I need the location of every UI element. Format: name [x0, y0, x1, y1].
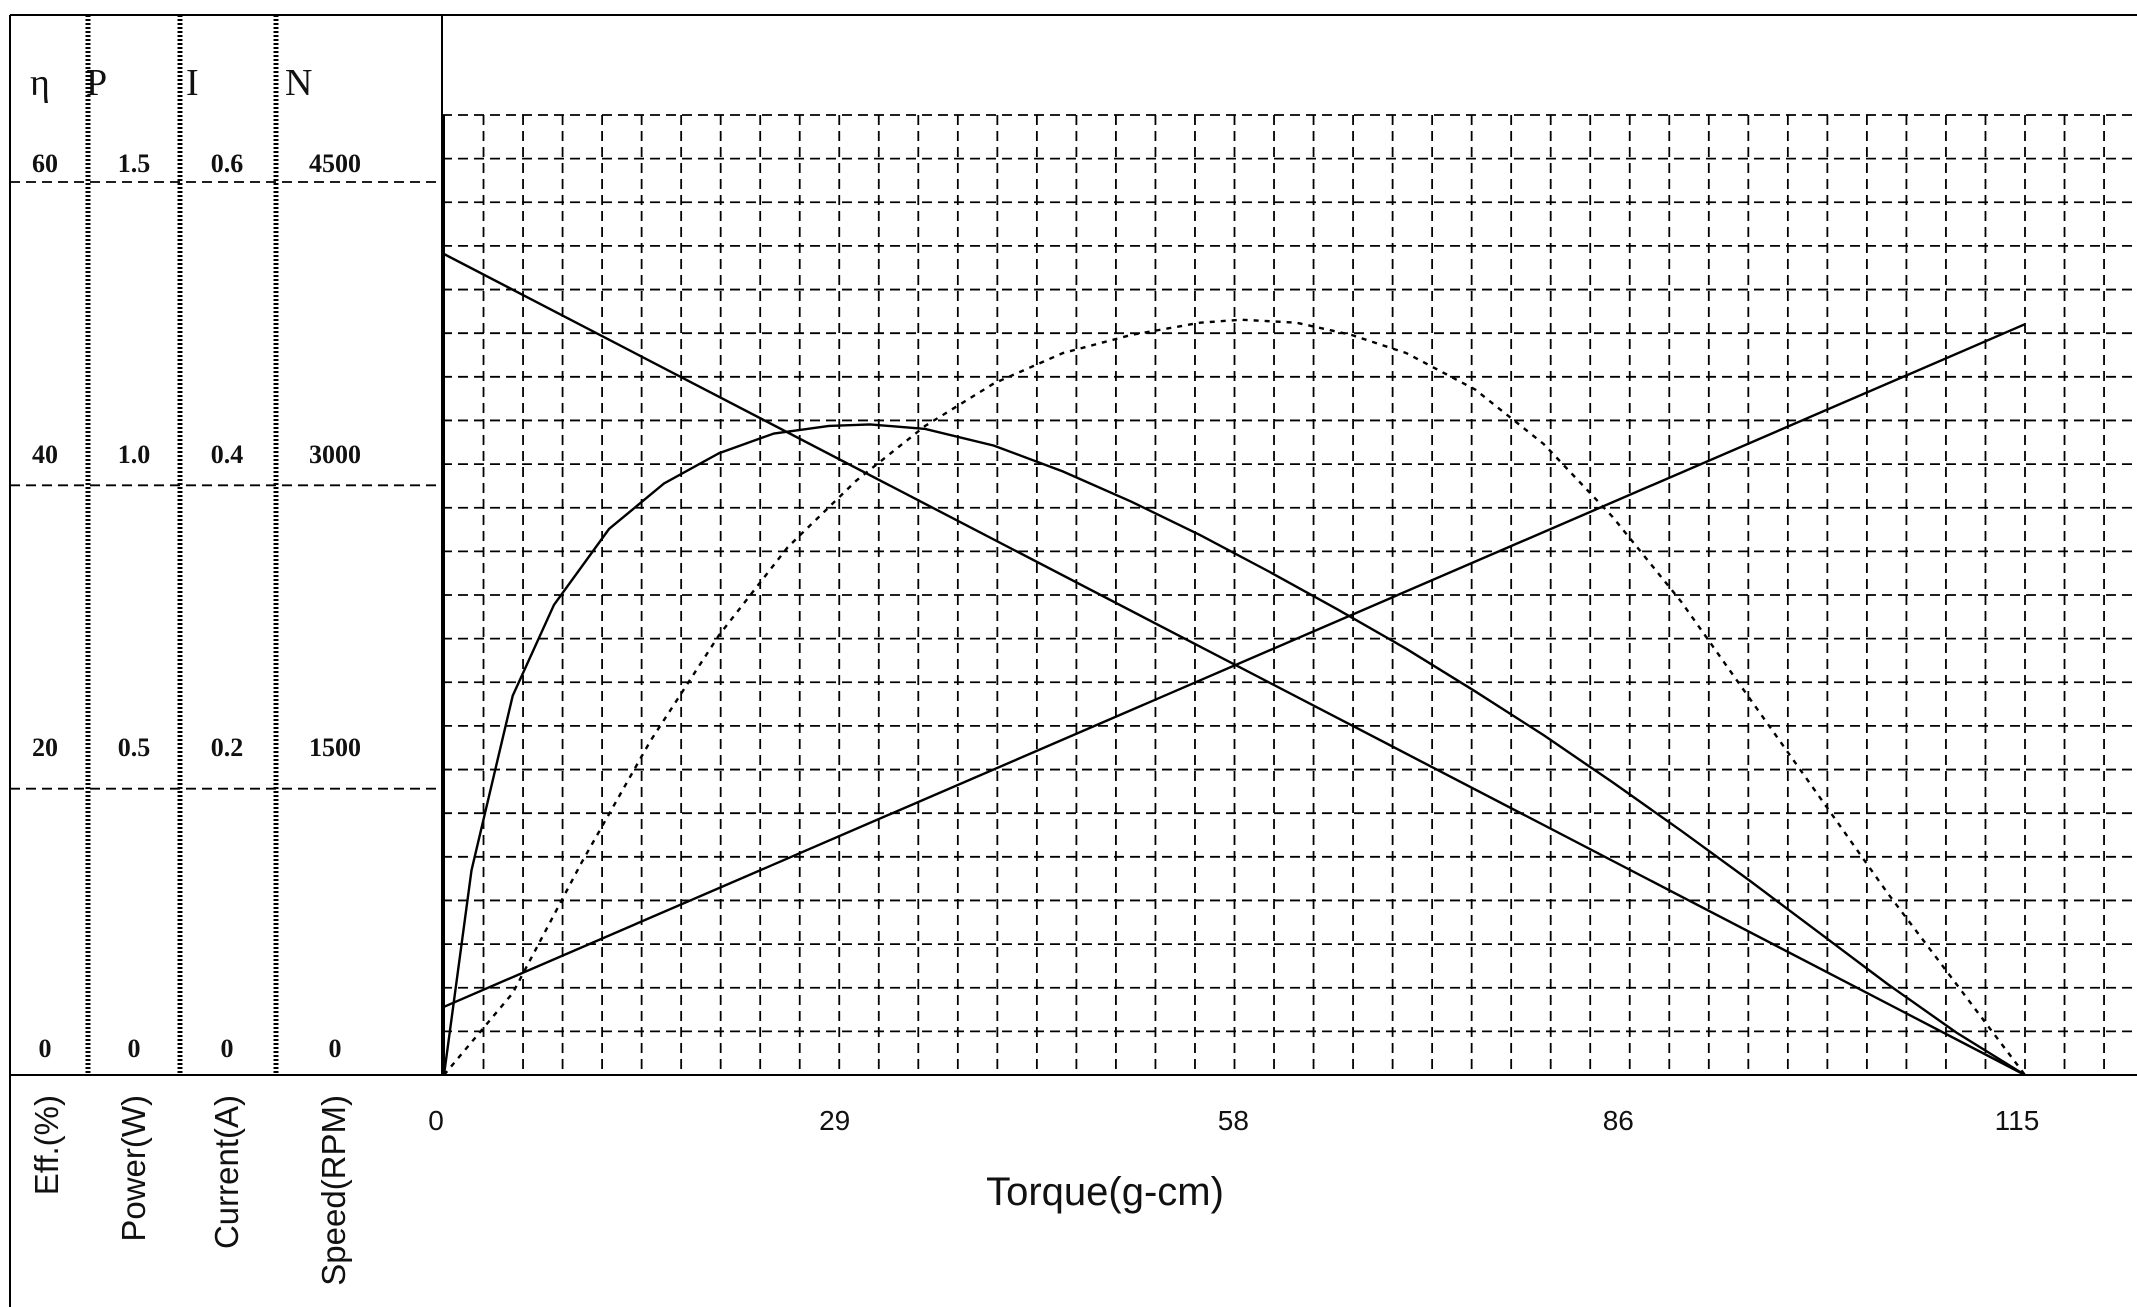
- axis-tick-label: 0.4: [211, 440, 244, 469]
- axis-tick-label: 0.6: [211, 149, 244, 178]
- axis-tick-label: 0: [128, 1034, 141, 1063]
- labels: η 0 20 40 60 Eff.(%) P 0 0.5 1.0 1.5 Power(W) I 0 0.2 0…: [28, 62, 2039, 1286]
- axis-tick-label: 4500: [309, 149, 361, 178]
- axis-title: Eff.(%): [28, 1095, 65, 1195]
- axis-tick-label: 1.0: [118, 440, 151, 469]
- series-line-2: [443, 323, 2026, 1008]
- x-tick-label: 58: [1218, 1105, 1249, 1136]
- axis-tick-label: 1500: [309, 733, 361, 762]
- series-line-4: [443, 318, 2026, 1076]
- x-tick-label: 0: [428, 1105, 444, 1136]
- axis-title: Current(A): [208, 1095, 245, 1249]
- axis-tick-label: 0: [329, 1034, 342, 1063]
- axis-title: Power(W): [115, 1095, 152, 1242]
- axis-tick-label: 20: [32, 733, 58, 762]
- x-axis-title: Torque(g-cm): [986, 1170, 1224, 1214]
- axis-tick-label: 0.5: [118, 733, 151, 762]
- x-tick-label: 86: [1603, 1105, 1634, 1136]
- axis-symbol: η: [30, 62, 50, 104]
- axis-tick-label: 1.5: [118, 149, 151, 178]
- x-tick-label: 29: [819, 1105, 850, 1136]
- axis-tick-label: 0: [221, 1034, 234, 1063]
- axis-tick-label: 0.2: [211, 733, 244, 762]
- axis-symbol: N: [285, 62, 312, 104]
- x-tick-label: 115: [1995, 1105, 2040, 1136]
- axis-tick-label: 40: [32, 440, 58, 469]
- chart-frame: [9, 14, 2137, 1307]
- axis-tick-label: 0: [39, 1034, 52, 1063]
- axis-symbol: P: [86, 62, 107, 104]
- axis-tick-label: 60: [32, 149, 58, 178]
- axis-title: Speed(RPM): [315, 1095, 352, 1286]
- series-lines: [442, 252, 2026, 1077]
- series-line-3: [442, 423, 2026, 1077]
- axis-tick-label: 3000: [309, 440, 361, 469]
- axis-symbol: I: [186, 62, 199, 104]
